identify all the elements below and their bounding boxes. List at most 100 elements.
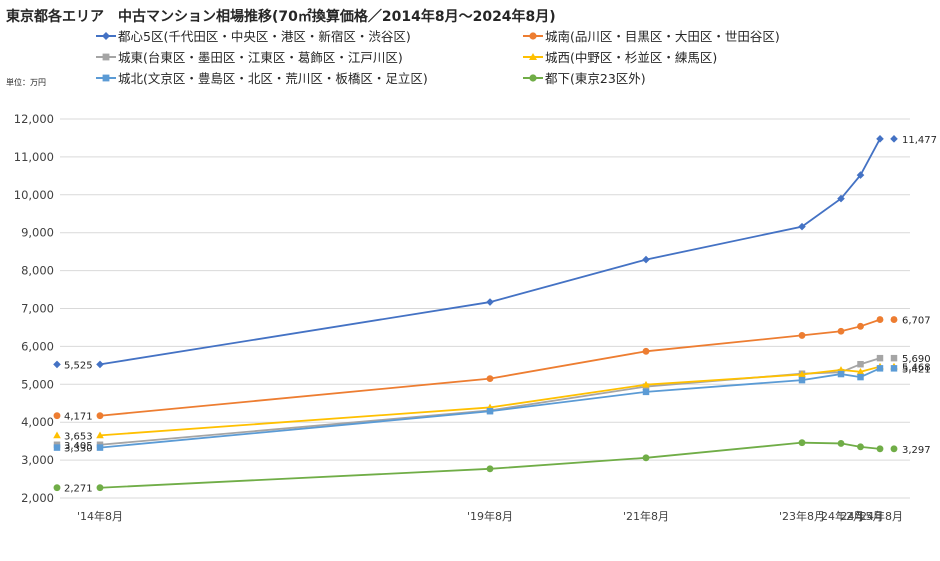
- start-label-marker: [53, 444, 61, 451]
- y-tick-label: 2,000: [21, 491, 54, 505]
- legend-swatch: [523, 31, 543, 40]
- chart-title: 東京都各エリア 中古マンション相場推移(70㎡換算価格／2014年8月～2024…: [6, 9, 556, 25]
- data-point: [486, 298, 494, 306]
- legend-label: 城西(中野区・杉並区・練馬区): [545, 50, 718, 65]
- data-point: [96, 412, 104, 420]
- legend-swatch: [96, 74, 116, 81]
- legend-marker: [529, 52, 537, 60]
- y-tick-label: 9,000: [21, 226, 54, 240]
- series-line: [99, 441, 881, 489]
- series-line: [99, 318, 881, 417]
- end-label-marker: [890, 316, 898, 324]
- data-point: [857, 443, 864, 451]
- data-point: [856, 171, 865, 179]
- data-point: [642, 255, 650, 264]
- y-tick-label: 8,000: [21, 264, 54, 278]
- y-tick-label: 5,000: [21, 377, 54, 391]
- data-point: [837, 370, 845, 378]
- end-label-marker: [890, 445, 898, 453]
- data-point: [798, 331, 806, 339]
- data-point: [486, 407, 494, 415]
- y-tick-label: 7,000: [21, 302, 54, 316]
- unit-label: 単位：万円: [6, 78, 46, 87]
- legend-swatch: [96, 31, 116, 40]
- data-point: [876, 365, 884, 372]
- end-value-label: 3,297: [902, 445, 931, 456]
- legend-marker: [102, 31, 110, 40]
- start-label-marker: [53, 431, 61, 439]
- start-value-label: 3,653: [64, 431, 93, 442]
- start-label-marker: [53, 484, 61, 492]
- series-line: [99, 138, 881, 366]
- data-point: [96, 431, 104, 439]
- legend-marker: [102, 53, 110, 60]
- y-tick-label: 12,000: [14, 112, 54, 126]
- legend-marker: [529, 31, 537, 40]
- data-point: [798, 439, 806, 447]
- data-point: [642, 380, 650, 388]
- start-value-label: 3,330: [64, 444, 93, 455]
- series-line: [99, 357, 881, 446]
- data-point: [876, 135, 884, 143]
- start-value-label: 3,405: [64, 441, 93, 452]
- data-point: [837, 440, 845, 447]
- legend-swatch: [523, 73, 543, 82]
- legend-item: 城北(文京区・豊島区・北区・荒川区・板橋区・足立区): [96, 68, 428, 87]
- legend-label: 城南(品川区・目黒区・大田区・世田谷区): [545, 29, 780, 44]
- end-label-marker: [890, 135, 898, 143]
- start-value-label: 4,171: [64, 412, 93, 423]
- data-point: [96, 444, 104, 451]
- end-value-label: 6,707: [902, 316, 931, 327]
- data-point: [96, 360, 104, 369]
- end-value-label: 5,468: [902, 363, 931, 374]
- data-point: [642, 347, 650, 355]
- x-tick-label: '24年2月: [818, 509, 864, 523]
- data-point: [837, 194, 845, 203]
- legend-label: 都心5区(千代田区・中央区・港区・新宿区・渋谷区): [118, 29, 411, 44]
- legend-label: 城北(文京区・豊島区・北区・荒川区・板橋区・足立区): [118, 71, 428, 86]
- data-point: [486, 465, 494, 473]
- legend-item: 城東(台東区・墨田区・江東区・葛飾区・江戸川区): [96, 47, 403, 66]
- x-tick-label: '23年8月: [779, 509, 825, 523]
- legend-swatch: [523, 52, 543, 60]
- end-value-label: 11,477: [902, 135, 937, 146]
- end-value-label: 5,421: [902, 364, 931, 375]
- start-value-label: 2,271: [64, 484, 93, 495]
- data-point: [857, 373, 864, 381]
- legend-label: 城東(台東区・墨田区・江東区・葛飾区・江戸川区): [118, 50, 403, 65]
- data-point: [837, 327, 845, 335]
- data-point: [857, 360, 864, 368]
- end-label-marker: [890, 365, 898, 372]
- data-point: [798, 376, 806, 384]
- end-label-marker: [890, 354, 898, 362]
- legend-item: 都下(東京23区外): [523, 68, 646, 87]
- data-point: [876, 354, 884, 362]
- y-tick-label: 10,000: [14, 188, 54, 202]
- y-tick-label: 11,000: [14, 150, 54, 164]
- legend-item: 城西(中野区・杉並区・練馬区): [523, 47, 717, 66]
- x-tick-label: '19年8月: [467, 509, 513, 523]
- data-point: [856, 367, 865, 375]
- data-point: [876, 445, 884, 453]
- data-point: [798, 222, 806, 231]
- data-point: [857, 322, 864, 330]
- legend-label: 都下(東京23区外): [545, 71, 646, 86]
- y-tick-label: 3,000: [21, 453, 54, 467]
- legend: 都心5区(千代田区・中央区・港区・新宿区・渋谷区) 城南(品川区・目黒区・大田区・…: [0, 0, 940, 100]
- x-tick-label: '14年8月: [77, 509, 123, 523]
- data-point: [876, 316, 884, 324]
- legend-item: 都心5区(千代田区・中央区・港区・新宿区・渋谷区): [96, 26, 411, 45]
- legend-item: 城南(品川区・目黒区・大田区・世田谷区): [523, 26, 780, 45]
- data-point: [642, 454, 650, 462]
- y-tick-label: 6,000: [21, 339, 54, 353]
- x-tick-label: '21年8月: [623, 509, 669, 523]
- y-tick-label: 4,000: [21, 415, 54, 429]
- end-value-label: 5,690: [902, 354, 931, 365]
- x-tick-label: '24年8月: [857, 509, 903, 523]
- start-value-label: 5,525: [64, 360, 93, 371]
- x-tick-label: '24年5月: [837, 509, 883, 523]
- data-point: [642, 388, 650, 396]
- start-label-marker: [53, 360, 61, 369]
- legend-swatch: [96, 53, 116, 60]
